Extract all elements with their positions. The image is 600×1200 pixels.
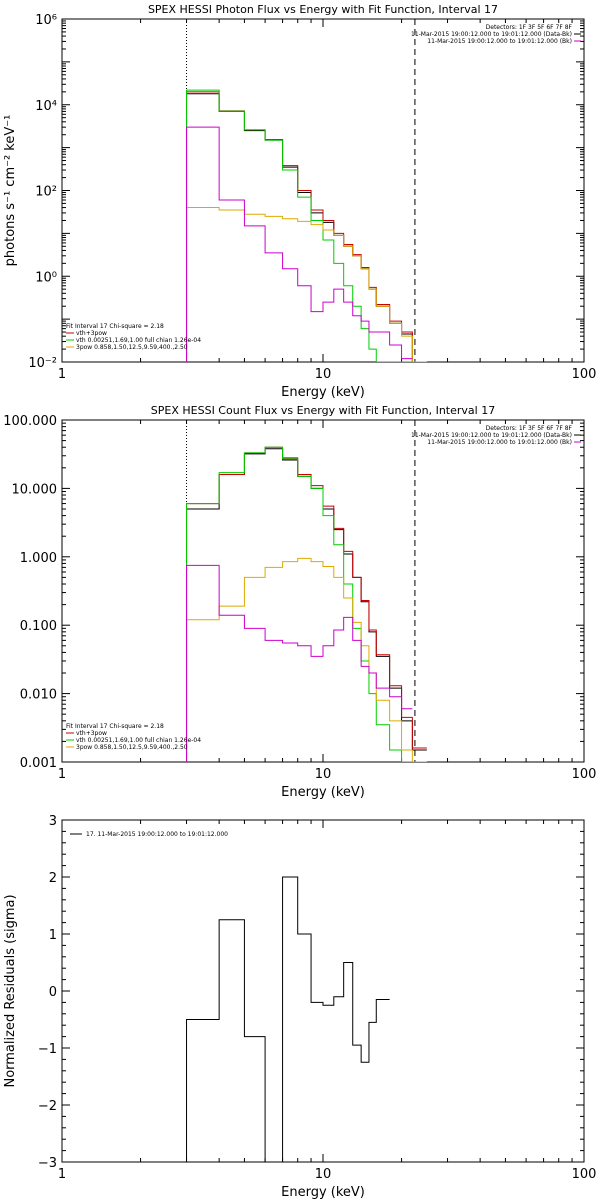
series-line-1 [186, 446, 427, 762]
legend-entry: 17. 11-Mar-2015 19:00:12.000 to 19:01:12… [86, 831, 228, 838]
plot-frame [61, 419, 585, 763]
series-line-3 [186, 557, 427, 762]
fit-legend-entry: 3pow 0.858,1.50,12.5,9.59,400.,2.50 [76, 344, 188, 351]
fit-legend-entry: vth+3pow [76, 730, 107, 737]
legend-detectors: Detectors: 1F 3F 5F 6F 7F 8F [486, 425, 573, 432]
chart-title: SPEX HESSI Count Flux vs Energy with Fit… [151, 404, 495, 417]
series-line-3 [186, 207, 427, 362]
chart-title: SPEX HESSI Photon Flux vs Energy with Fi… [148, 3, 498, 16]
x-tick-label: 100 [572, 367, 597, 382]
fit-legend-header: Fit Interval 17 Chi-square = 2.18 [66, 723, 164, 730]
series-line-4 [186, 564, 413, 762]
y-tick-label: −2 [38, 1099, 57, 1114]
series-line-2 [186, 446, 427, 762]
fit-legend-header: Fit Interval 17 Chi-square = 2.18 [66, 323, 164, 330]
x-tick-label: 1 [58, 367, 66, 382]
legend-entry: 11-Mar-2015 19:00:12.000 to 19:01:12.000… [427, 38, 572, 45]
x-axis-label: Energy (keV) [281, 785, 365, 800]
residuals-panel: 1 10 100 −3 −2 −1 0 1 2 3 Energy (keV) Normalized R… [3, 814, 596, 1200]
x-axis-label: Energy (keV) [281, 385, 365, 400]
plot-frame [61, 819, 585, 1163]
x-tick-label: 1 [58, 1167, 66, 1182]
x-tick-label: 100 [572, 767, 597, 782]
series-group [186, 876, 390, 1162]
x-tick-label: 100 [572, 1167, 597, 1182]
y-tick-label: 10⁰ [35, 270, 57, 285]
x-tick-label: 10 [315, 1167, 332, 1182]
y-tick-label: 0.100 [20, 619, 57, 634]
y-tick-label: 0 [49, 985, 57, 1000]
legend-entry: 11-Mar-2015 19:00:12.000 to 19:01:12.000… [427, 439, 572, 446]
x-tick-label: 10 [315, 767, 332, 782]
y-tick-label: 10² [35, 185, 57, 200]
x-tick-label: 10 [315, 367, 332, 382]
y-tick-label: 10⁻² [28, 356, 57, 371]
y-axis-label: Normalized Residuals (sigma) [3, 894, 18, 1087]
y-axis-label: photons s⁻¹ cm⁻² keV⁻¹ [3, 115, 18, 267]
series-group [186, 446, 427, 762]
y-tick-label: 10⁶ [35, 13, 57, 28]
y-tick-label: −3 [38, 1156, 57, 1171]
y-tick-label: 3 [49, 814, 57, 829]
legend-entry: 11-Mar-2015 19:00:12.000 to 19:01:12.000… [411, 31, 572, 38]
fit-legend-entry: vth 0.00251,1.69,1.00 full chian 1.26e-0… [76, 737, 201, 744]
fit-legend-entry: vth+3pow [76, 330, 107, 337]
y-tick-label: 0.010 [20, 688, 57, 703]
series-line-0 [186, 448, 427, 762]
y-tick-label: 0.001 [20, 756, 57, 771]
y-tick-label: 2 [49, 871, 57, 886]
y-tick-label: 1.000 [20, 551, 57, 566]
series-line-0 [186, 876, 390, 1162]
fit-legend-entry: 3pow 0.858,1.50,12.5,9.59,400.,2.50 [76, 744, 188, 751]
count-flux-panel: SPEX HESSI Count Flux vs Energy with Fit… [3, 404, 596, 800]
y-tick-label: −1 [38, 1042, 57, 1057]
y-tick-label: 1 [49, 928, 57, 943]
fit-legend-entry: vth 0.00251,1.69,1.00 full chian 1.26e-0… [76, 337, 201, 344]
y-tick-label: 10.000 [12, 482, 58, 497]
photon-flux-panel: SPEX HESSI Photon Flux vs Energy with Fi… [3, 3, 596, 400]
legend-entry: 11-Mar-2015 19:00:12.000 to 19:01:12.000… [411, 432, 572, 439]
series-line-2 [186, 89, 427, 362]
legend-detectors: Detectors: 1F 3F 5F 6F 7F 8F [486, 24, 573, 31]
series-line-1 [186, 91, 427, 362]
series-line-4 [186, 126, 413, 362]
y-tick-label: 10⁴ [35, 99, 57, 114]
series-group [186, 89, 427, 362]
x-axis-label: Energy (keV) [281, 1185, 365, 1200]
x-tick-label: 1 [58, 767, 66, 782]
series-line-0 [186, 93, 427, 362]
y-tick-label: 100.000 [3, 414, 57, 429]
